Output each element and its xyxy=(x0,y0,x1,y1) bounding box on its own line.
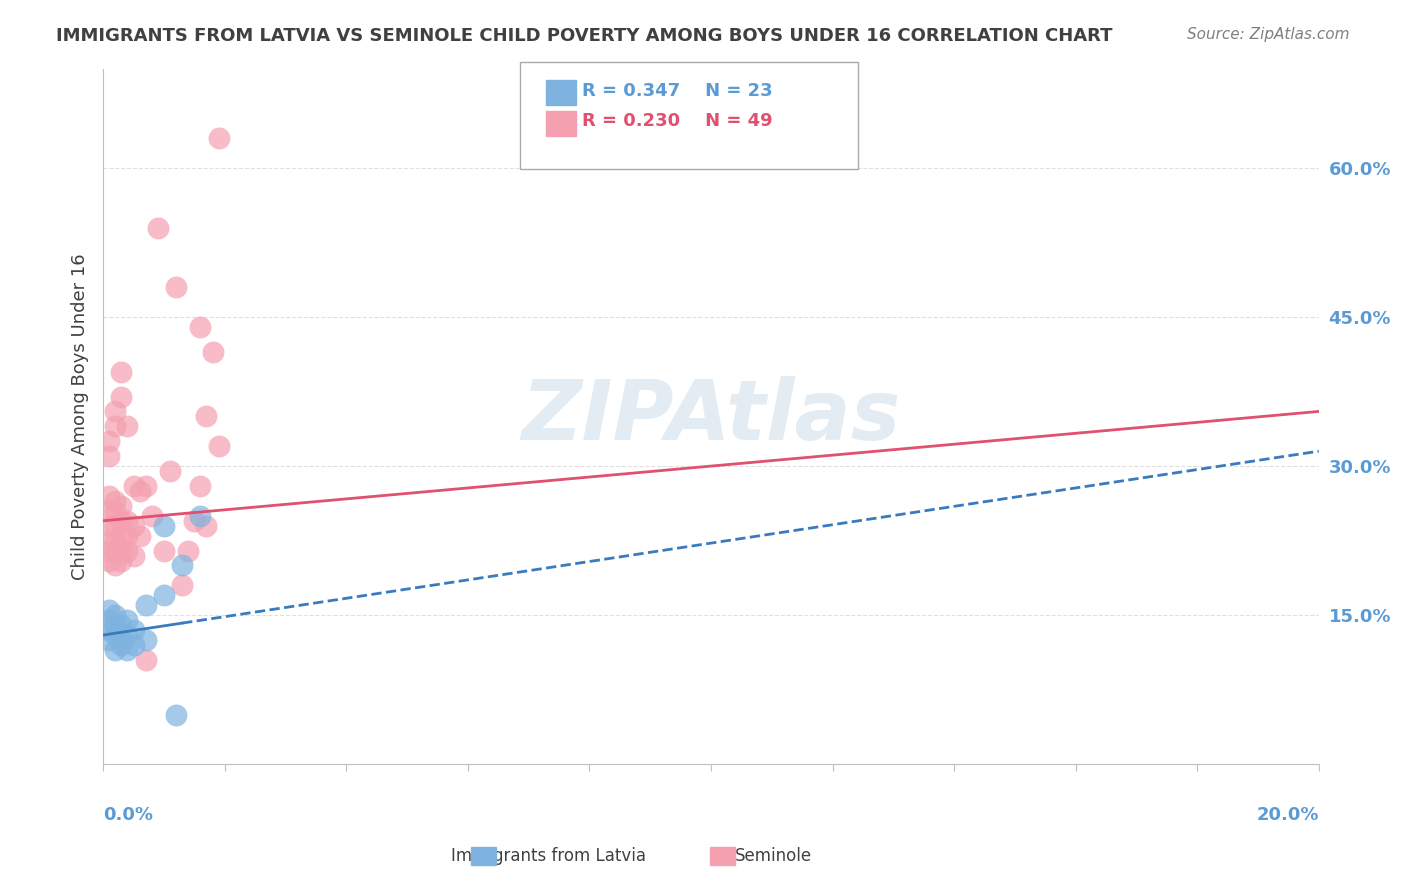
Point xyxy=(98,533,121,548)
Point xyxy=(110,553,132,567)
Text: 0.0%: 0.0% xyxy=(103,806,153,824)
Point xyxy=(110,529,132,543)
Point xyxy=(183,514,205,528)
Point xyxy=(110,499,132,513)
Point xyxy=(146,220,169,235)
Point xyxy=(117,514,139,528)
Point xyxy=(98,633,121,648)
Point xyxy=(135,479,157,493)
Point xyxy=(110,633,132,648)
Point xyxy=(98,543,121,558)
Point xyxy=(110,365,132,379)
Text: IMMIGRANTS FROM LATVIA VS SEMINOLE CHILD POVERTY AMONG BOYS UNDER 16 CORRELATION: IMMIGRANTS FROM LATVIA VS SEMINOLE CHILD… xyxy=(56,27,1112,45)
Point xyxy=(104,543,127,558)
Point xyxy=(104,494,127,508)
Point xyxy=(128,483,150,498)
Point xyxy=(104,533,127,548)
Point xyxy=(153,543,176,558)
Point xyxy=(98,434,121,449)
Point xyxy=(122,623,145,637)
Point xyxy=(110,638,132,652)
Point xyxy=(104,628,127,642)
Point xyxy=(190,479,212,493)
Point xyxy=(195,518,218,533)
Point xyxy=(135,653,157,667)
Point xyxy=(104,404,127,418)
Point xyxy=(195,409,218,424)
Point xyxy=(177,543,200,558)
Point xyxy=(172,558,194,573)
Point xyxy=(98,489,121,503)
Point xyxy=(110,543,132,558)
Point xyxy=(165,280,187,294)
Point xyxy=(110,618,132,632)
Point xyxy=(201,344,224,359)
Point xyxy=(98,518,121,533)
Y-axis label: Child Poverty Among Boys Under 16: Child Poverty Among Boys Under 16 xyxy=(72,253,89,580)
Point xyxy=(104,504,127,518)
Point xyxy=(98,613,121,627)
Point xyxy=(98,504,121,518)
Point xyxy=(153,588,176,602)
Point xyxy=(190,508,212,523)
Point xyxy=(104,608,127,623)
Point xyxy=(122,549,145,563)
Point xyxy=(110,390,132,404)
Point xyxy=(98,623,121,637)
Point xyxy=(207,131,229,145)
Text: Seminole: Seminole xyxy=(735,847,811,865)
Point xyxy=(117,613,139,627)
Text: Source: ZipAtlas.com: Source: ZipAtlas.com xyxy=(1187,27,1350,42)
Point xyxy=(153,518,176,533)
Point xyxy=(135,633,157,648)
Point xyxy=(98,553,121,567)
Point xyxy=(172,578,194,592)
Point xyxy=(159,464,181,478)
Point xyxy=(104,618,127,632)
Point xyxy=(122,638,145,652)
Point xyxy=(104,518,127,533)
Text: Immigrants from Latvia: Immigrants from Latvia xyxy=(451,847,645,865)
Point xyxy=(190,320,212,334)
Point xyxy=(117,419,139,434)
Point xyxy=(117,543,139,558)
Point xyxy=(165,707,187,722)
Point xyxy=(122,479,145,493)
Point xyxy=(110,514,132,528)
Point xyxy=(117,529,139,543)
Point xyxy=(104,643,127,657)
Point xyxy=(122,518,145,533)
Point xyxy=(104,558,127,573)
Point xyxy=(135,599,157,613)
Point xyxy=(117,628,139,642)
Text: ZIPAtlas: ZIPAtlas xyxy=(522,376,901,457)
Point xyxy=(128,529,150,543)
Text: R = 0.230    N = 49: R = 0.230 N = 49 xyxy=(582,112,773,130)
Point xyxy=(98,449,121,463)
Point xyxy=(117,643,139,657)
Text: 20.0%: 20.0% xyxy=(1257,806,1319,824)
Point xyxy=(141,508,163,523)
Point xyxy=(104,419,127,434)
Point xyxy=(98,603,121,617)
Point xyxy=(207,439,229,453)
Text: R = 0.347    N = 23: R = 0.347 N = 23 xyxy=(582,82,773,100)
